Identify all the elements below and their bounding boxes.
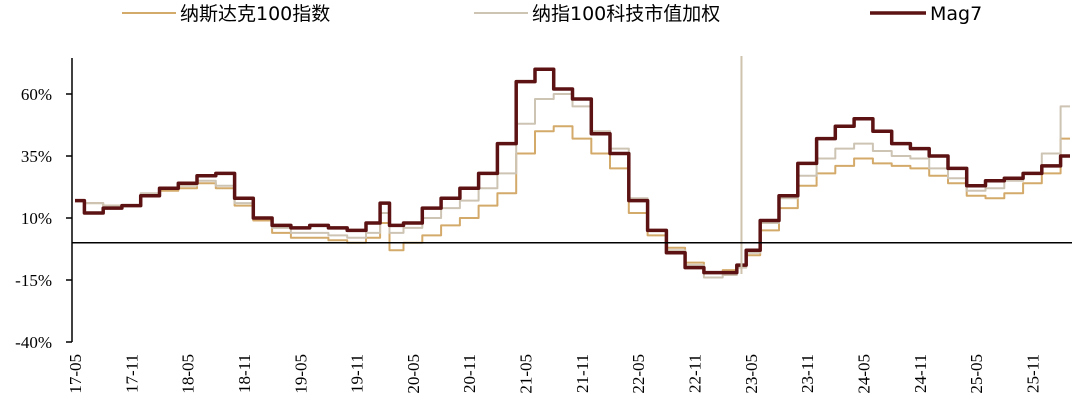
x-tick-label: 25-05 (967, 354, 986, 394)
x-tick-label: 23-05 (742, 354, 761, 394)
x-tick-label: 24-05 (854, 354, 873, 394)
x-tick-label: 17-11 (122, 354, 141, 393)
x-axis-ticks: 17-05 17-11 18-05 18-11 19-05 19-11 20-05 20-11… (66, 354, 1042, 394)
y-tick-label: 35% (21, 147, 52, 166)
legend-label: 纳指100科技市值加权 (532, 3, 720, 25)
x-tick-label: 24-11 (911, 354, 930, 393)
series-line-1 (75, 93, 1070, 279)
legend: 纳斯达克100指数 纳指100科技市值加权 Mag7 (122, 3, 982, 25)
y-tick-label: 10% (21, 209, 52, 228)
series-line-2 (75, 67, 1070, 275)
y-tick-label: 60% (21, 85, 52, 104)
series-layer (75, 67, 1070, 279)
y-tick-label: -15% (15, 271, 52, 290)
x-tick-label: 20-05 (404, 354, 423, 394)
y-axis-ticks: 60% 35% 10% -15% -40% (15, 85, 72, 352)
x-tick-label: 19-11 (348, 354, 367, 393)
x-tick-label: 21-05 (517, 354, 536, 394)
x-tick-label: 17-05 (66, 354, 85, 394)
x-tick-label: 22-05 (629, 354, 648, 394)
x-tick-label: 19-05 (291, 354, 310, 394)
x-tick-label: 21-11 (573, 354, 592, 393)
x-tick-label: 20-11 (460, 354, 479, 393)
x-tick-label: 25-11 (1023, 354, 1042, 393)
legend-label: 纳斯达克100指数 (180, 3, 330, 25)
x-tick-label: 23-11 (798, 354, 817, 393)
x-tick-label: 18-05 (179, 354, 198, 394)
x-tick-label: 18-11 (235, 354, 254, 393)
x-tick-label: 22-11 (686, 354, 705, 393)
legend-label: Mag7 (930, 3, 982, 25)
y-tick-label: -40% (15, 333, 52, 352)
